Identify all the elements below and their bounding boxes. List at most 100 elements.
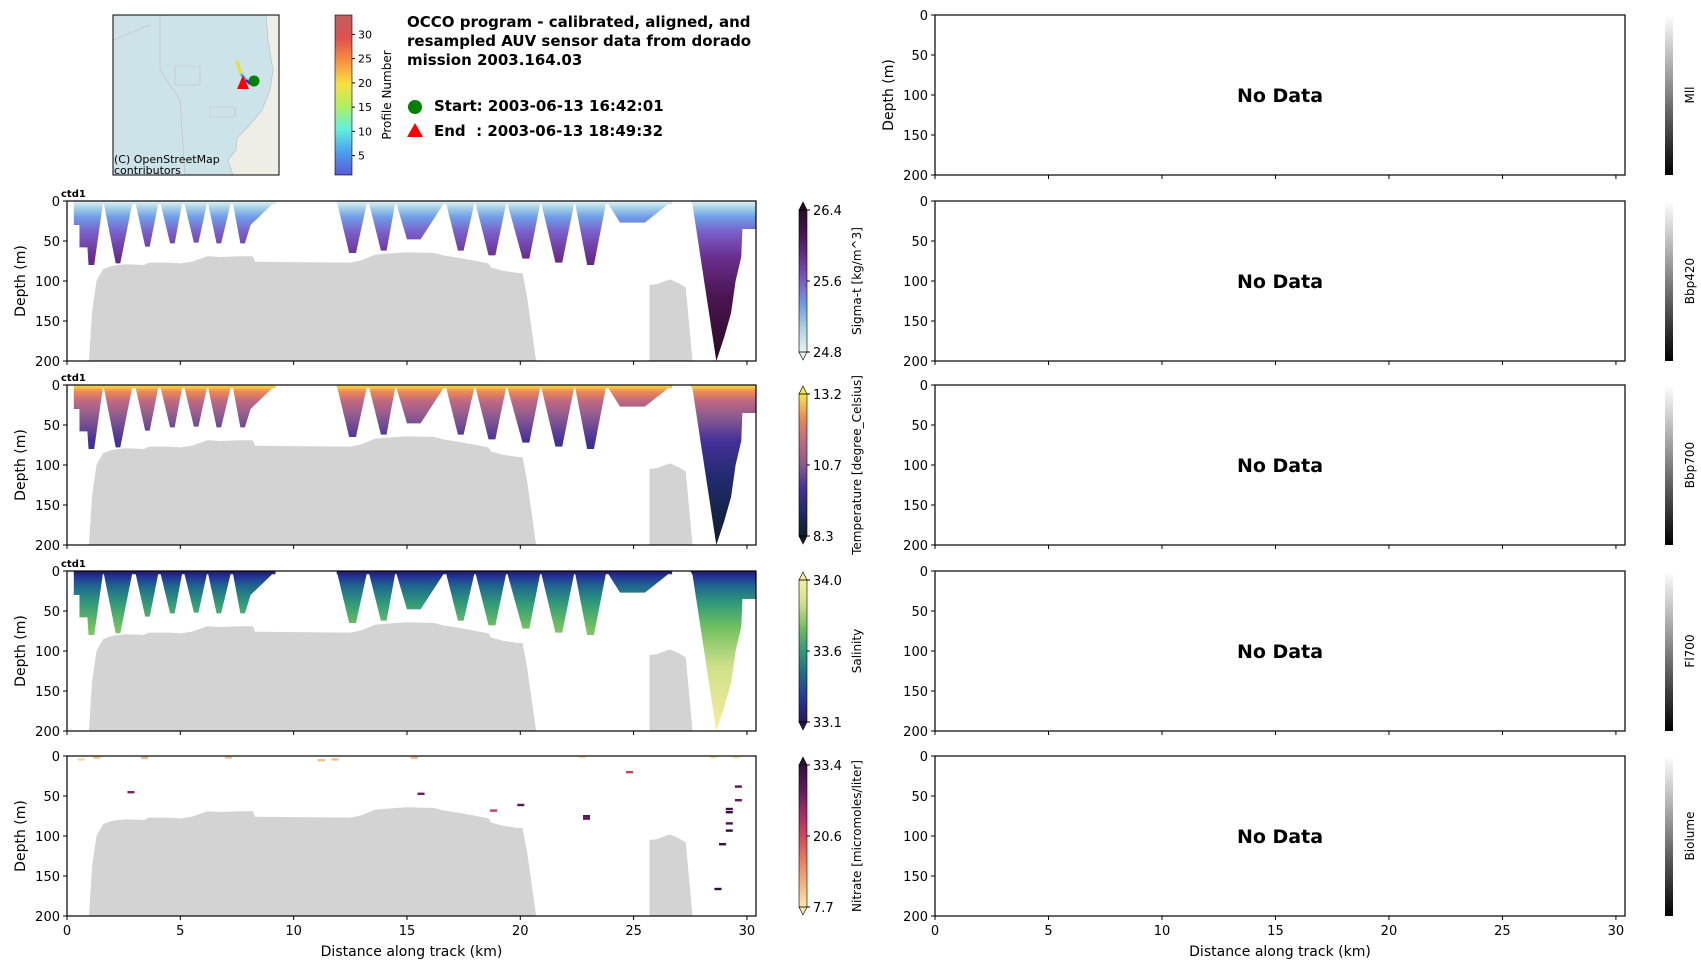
colorbar-tick-label: 13.2	[813, 388, 842, 403]
sampled-section	[183, 571, 208, 613]
sampled-section	[207, 571, 232, 614]
nitrate-sample	[725, 829, 733, 832]
y-tick-label: 0	[52, 379, 60, 394]
y-tick-label: 150	[35, 499, 60, 514]
y-tick-label: 200	[35, 910, 60, 925]
sampled-section	[159, 385, 183, 428]
nitrate-sample	[578, 756, 586, 759]
sampled-section	[574, 571, 607, 635]
seafloor	[88, 252, 537, 361]
y-axis-label: Depth (m)	[13, 429, 29, 501]
sampled-section	[232, 571, 276, 614]
y-tick-label: 150	[903, 685, 928, 700]
colorbar-bar	[799, 210, 807, 352]
sampled-section	[73, 385, 276, 389]
colorbar-extend-max	[798, 571, 808, 581]
colorbar-label: Salinity	[850, 629, 864, 673]
sampled-section	[474, 571, 507, 626]
profile-colorbar-tick-label: 5	[358, 150, 365, 163]
x-tick-label: 10	[285, 924, 302, 939]
y-tick-label: 50	[43, 235, 60, 250]
colorbar-tick-label: 10.7	[813, 459, 842, 474]
sampled-section	[336, 201, 673, 205]
y-tick-label: 200	[903, 539, 928, 554]
panel-bbp700: 0 50 100 150 200 No Data Bbp700	[903, 379, 1697, 554]
nitrate-sample	[709, 756, 717, 759]
y-tick-label: 150	[35, 315, 60, 330]
sampled-section	[232, 385, 276, 428]
end-marker	[237, 75, 249, 89]
sampled-section	[134, 571, 159, 617]
no-data-label: No Data	[1237, 455, 1323, 477]
colorbar-tick-label: 33.6	[813, 645, 842, 660]
nitrate-sample	[331, 758, 339, 761]
y-tick-label: 100	[903, 275, 928, 290]
colorbar-tick-label: 24.8	[813, 346, 842, 361]
profile-colorbar-bar	[334, 14, 353, 176]
panel-bbp420: 0 50 100 150 200 No Data Bbp420	[903, 195, 1697, 370]
colorbar-tick-label: 26.4	[813, 204, 842, 219]
x-tick-label: 20	[512, 924, 529, 939]
y-axis-label: Depth (m)	[13, 615, 29, 687]
y-tick-label: 0	[920, 9, 928, 24]
title-line-2: resampled AUV sensor data from dorado	[407, 32, 751, 50]
sampled-section	[103, 571, 133, 634]
sampled-section	[73, 571, 104, 635]
colorbar-tick-label: 20.6	[813, 830, 842, 845]
sampled-section	[445, 385, 475, 435]
colorbar-salinity: 34.0 33.6 33.1 Salinity	[798, 571, 864, 731]
x-tick-label: 30	[1608, 924, 1625, 939]
panel-sigma_t: 0 50 100 150 200 Depth (m) ctd1 26.4 25.6 24.8 Sig…	[13, 189, 864, 370]
sampled-section	[134, 201, 159, 247]
sampled-section	[73, 385, 104, 449]
x-tick-label: 15	[1267, 924, 1284, 939]
colorbar-label: Mll	[1683, 86, 1697, 103]
x-axis-label: Distance along track (km)	[1189, 944, 1371, 960]
colorbar-bar	[1665, 571, 1673, 731]
colorbar-bar	[799, 394, 807, 536]
y-tick-label: 200	[35, 725, 60, 740]
panel-temperature: 0 50 100 150 200 Depth (m) ctd1 13.2 10.7 8.3 Temp…	[13, 373, 864, 556]
nitrate-sample	[490, 809, 498, 812]
end-legend-icon	[407, 123, 423, 137]
profile-colorbar-tick-label: 30	[358, 28, 372, 41]
plot-area	[73, 385, 756, 545]
x-tick-label: 5	[176, 924, 184, 939]
x-axis-label: Distance along track (km)	[321, 944, 503, 960]
map-attribution-1: (C) OpenStreetMap	[114, 153, 220, 166]
nitrate-sample	[224, 756, 232, 759]
plot-area	[73, 571, 756, 731]
y-tick-label: 50	[911, 49, 928, 64]
plot-area	[77, 756, 742, 916]
colorbar-bar	[1665, 15, 1673, 175]
y-tick-label: 200	[903, 169, 928, 184]
map-frame	[112, 14, 280, 176]
sampled-section	[73, 201, 276, 205]
seafloor	[88, 436, 537, 545]
title-block: OCCO program - calibrated, aligned, and …	[407, 13, 751, 140]
y-tick-label: 200	[35, 539, 60, 554]
profile-colorbar-label: Profile Number	[380, 50, 394, 139]
y-tick-label: 100	[903, 459, 928, 474]
y-tick-label: 150	[903, 315, 928, 330]
colorbar-bar	[1665, 385, 1673, 545]
nitrate-sample	[583, 815, 591, 818]
nitrate-sample	[127, 791, 135, 794]
profile-colorbar-tick-label: 15	[358, 101, 372, 114]
sampled-section	[540, 385, 575, 447]
no-data-label: No Data	[1237, 271, 1323, 293]
colorbar-extend-max	[798, 756, 808, 766]
sampled-section	[73, 571, 276, 575]
sampled-section	[183, 201, 208, 243]
nitrate-sample	[517, 803, 525, 807]
sampled-section	[445, 201, 475, 251]
sampled-section	[506, 385, 541, 443]
sampled-section	[606, 571, 673, 593]
sampled-section	[207, 201, 232, 244]
y-tick-label: 50	[911, 419, 928, 434]
panel-fl700: 0 50 100 150 200 No Data Fl700	[903, 565, 1697, 740]
colorbar-tick-label: 34.0	[813, 574, 842, 589]
start-time: Start: 2003-06-13 16:42:01	[434, 97, 664, 115]
ship-track	[235, 60, 243, 76]
